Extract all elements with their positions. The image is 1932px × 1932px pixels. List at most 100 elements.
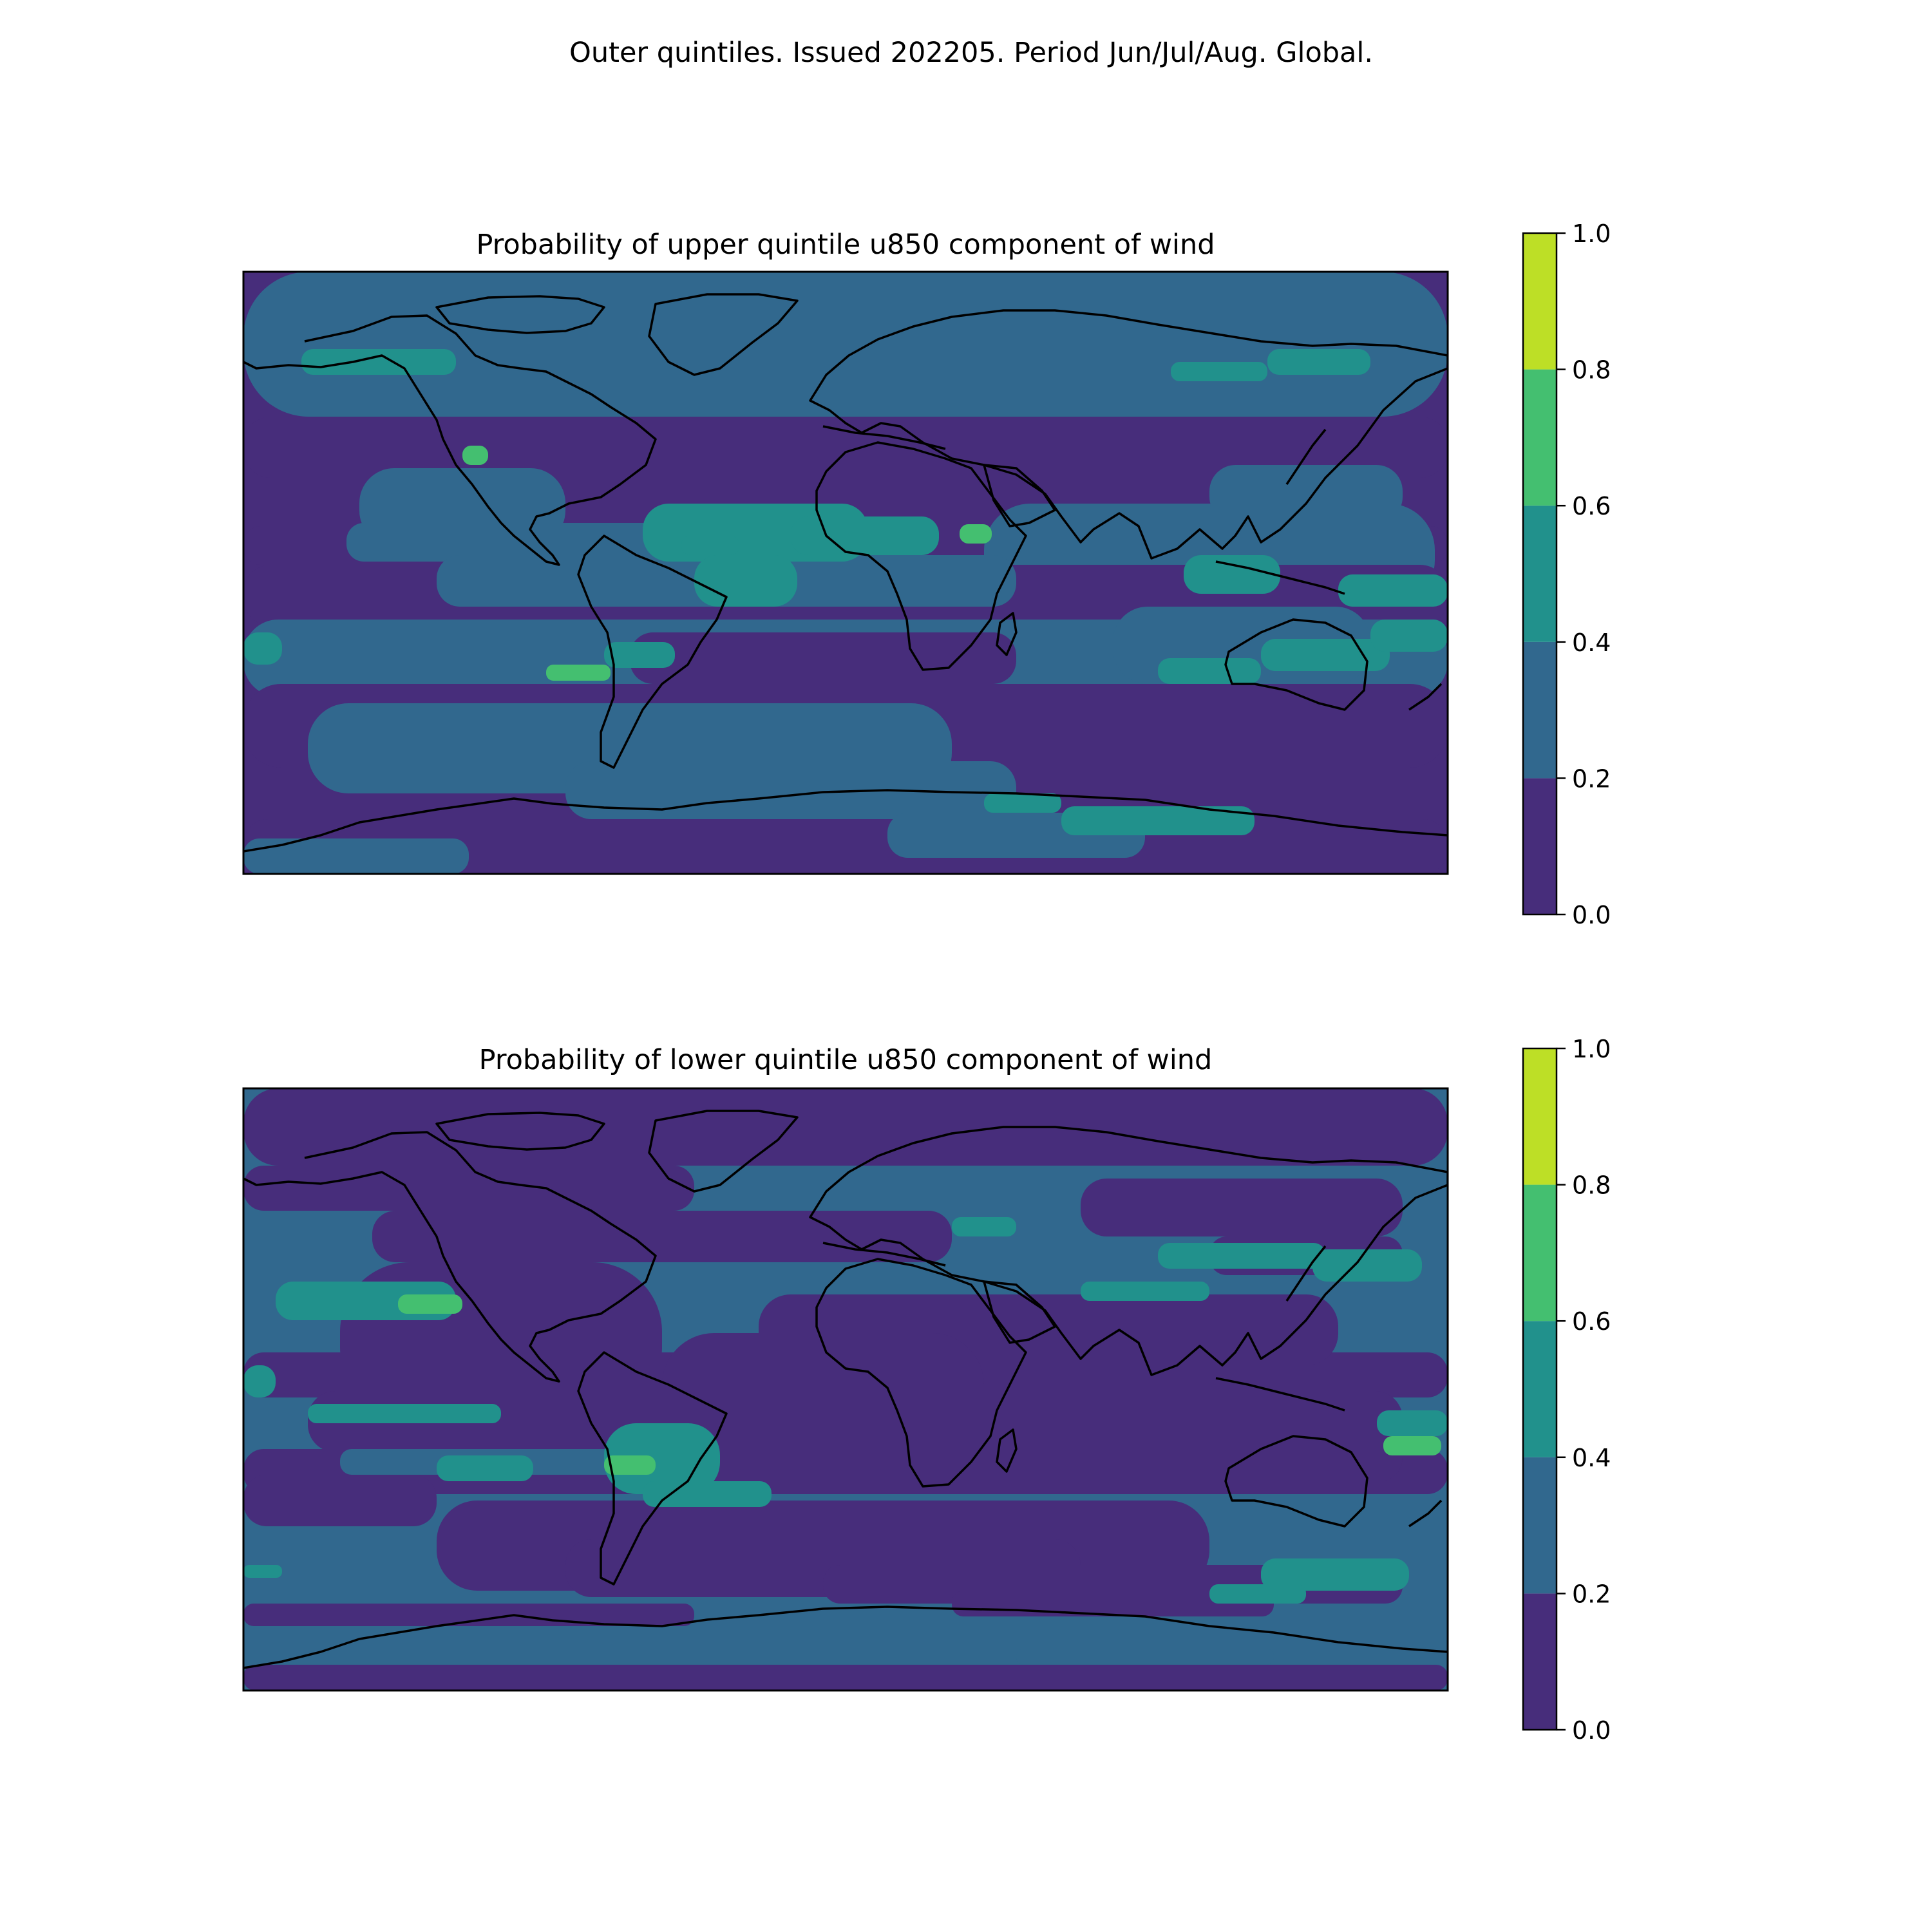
upper-mediterranean-coast [822,425,946,450]
upper-antarctica-coast [243,789,1448,853]
upper-region-27 [984,793,1061,813]
lower-colorbar-tick-label-0: 0.0 [1572,1716,1611,1745]
upper-region-21 [1184,555,1280,594]
upper-region-14 [565,761,1016,819]
upper-africa-coast [815,441,1027,671]
upper-greenland-coast [648,293,799,376]
lower-region-34 [243,1565,282,1578]
upper-colorbar-tick-label-5: 1.0 [1572,220,1611,248]
probability-regions-upper [243,272,1448,874]
lower-colorbar-bin-3 [1523,1184,1557,1321]
lower-region-2 [372,1211,952,1262]
lower-colorbar-bin-4 [1523,1048,1557,1185]
panel-title-lower: Probability of lower quintile u850 compo… [479,1044,1213,1076]
upper-maritime-continent-coast [1215,560,1345,595]
lower-region-37 [604,1455,656,1475]
lower-colorbar-bin-0 [1523,1593,1557,1730]
upper-colorbar-tick-label-1: 0.2 [1572,764,1611,793]
upper-colorbar-bin-2 [1523,506,1557,642]
lower-region-39 [1383,1436,1441,1455]
lower-region-30 [1377,1410,1448,1436]
map-upper [242,270,1449,875]
lower-colorbar-tick-label-1: 0.2 [1572,1580,1611,1608]
panel-upper-quintile: Probability of upper quintile u850 compo… [242,220,1611,929]
upper-japan-coast [1285,428,1327,485]
lower-maritime-continent-coast [1215,1377,1345,1412]
upper-region-20 [694,555,797,607]
lower-arctic-archipelago-coast [435,1112,605,1151]
lower-madagascar-coast [996,1428,1018,1473]
upper-region-23 [1158,658,1261,684]
lower-colorbar-tick-label-4: 0.8 [1572,1171,1611,1200]
lower-colorbar-tick-label-5: 1.0 [1572,1035,1611,1063]
lower-australia-coast [1224,1435,1368,1528]
upper-region-28 [243,632,282,665]
lower-region-26 [952,1217,1016,1236]
upper-new-zealand-coast [1408,683,1443,711]
lower-region-17 [243,1604,694,1626]
lower-region-28 [643,1481,772,1507]
upper-region-22 [1261,639,1390,671]
upper-region-33 [681,536,739,555]
upper-region-30 [301,349,456,375]
colorbar-lower: 0.0 0.2 0.4 0.6 0.8 1.0 [1522,1035,1611,1745]
upper-region-24 [1338,574,1448,607]
upper-colorbar-tick-label-0: 0.0 [1572,901,1611,929]
lower-region-38 [398,1294,462,1314]
upper-colorbar-tick-label-2: 0.4 [1572,629,1611,657]
lower-colorbar-frame [1522,1047,1558,1731]
colorbar-upper: 0.0 0.2 0.4 0.6 0.8 1.0 [1522,220,1611,929]
lower-japan-coast [1285,1245,1327,1302]
upper-north-america-coast [243,314,657,566]
coastlines-upper [243,293,1448,853]
upper-colorbar-bin-1 [1523,641,1557,779]
upper-australia-coast [1224,618,1368,711]
lower-mediterranean-coast [822,1242,946,1267]
upper-colorbar-tick-label-4: 0.8 [1572,356,1611,384]
lower-colorbar-bin-1 [1523,1457,1557,1594]
lower-antarctica-coast [243,1605,1448,1669]
lower-region-33 [308,1404,501,1423]
upper-region-10 [630,632,1016,684]
upper-colorbar-bin-3 [1523,369,1557,506]
panel-title-upper: Probability of upper quintile u850 compo… [476,229,1215,261]
map-lower [242,1087,1449,1692]
lower-region-20 [243,1665,1448,1690]
lower-region-3 [1081,1179,1403,1236]
lower-region-32 [243,1365,276,1397]
lower-north-america-coast [243,1131,657,1383]
upper-region-25 [1370,620,1448,652]
upper-region-17 [243,838,469,874]
upper-region-19 [791,516,939,555]
upper-region-1 [243,417,1448,478]
upper-region-0 [243,272,1448,417]
upper-colorbar-bin-4 [1523,233,1557,370]
upper-region-29 [604,642,675,668]
upper-south-america-coast [577,535,728,769]
figure-suptitle: Outer quintiles. Issued 202205. Period J… [569,37,1373,69]
upper-colorbar-tick-label-3: 0.6 [1572,492,1611,520]
lower-eurasia-coast [809,1126,1448,1376]
lower-region-23 [1158,1243,1325,1269]
upper-region-31 [1171,362,1267,381]
upper-arctic-archipelago-coast [435,295,605,334]
lower-region-24 [1312,1249,1422,1282]
map-frame-upper [242,270,1449,875]
lower-region-21 [1016,1649,1274,1665]
lower-region-29 [1261,1558,1409,1591]
lower-greenland-coast [648,1110,799,1193]
upper-region-35 [546,665,611,681]
lower-colorbar-tick-label-2: 0.4 [1572,1444,1611,1472]
upper-arabia-coast [983,464,1056,527]
upper-colorbar-frame [1522,232,1558,916]
upper-region-36 [462,446,488,465]
upper-region-26 [1061,806,1255,835]
panel-lower-quintile: Probability of lower quintile u850 compo… [242,1035,1611,1745]
upper-region-34 [960,524,992,544]
lower-south-america-coast [577,1351,728,1586]
lower-region-31 [437,1455,533,1481]
upper-eurasia-coast [809,309,1448,560]
coastlines-lower [243,1110,1448,1669]
upper-madagascar-coast [996,612,1018,656]
